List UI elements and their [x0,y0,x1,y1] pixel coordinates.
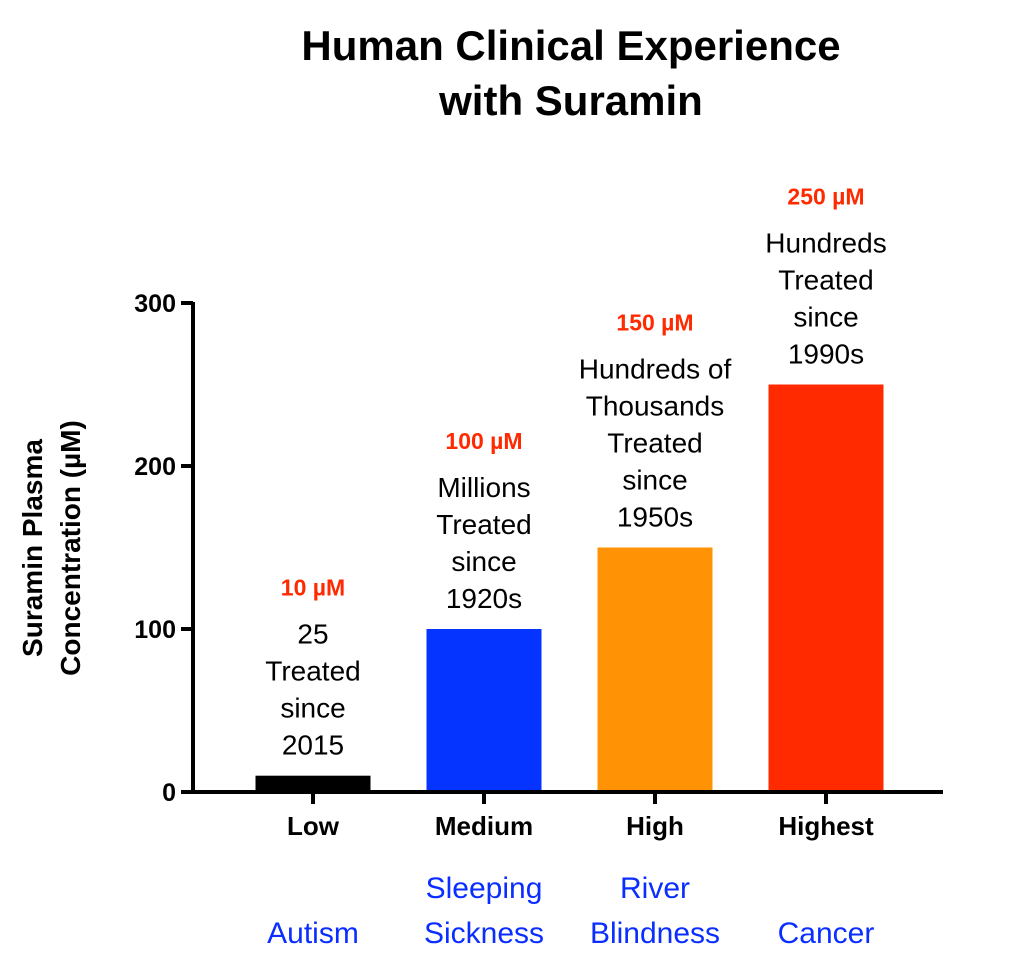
y-tick-label: 100 [134,616,176,644]
bar-annotation: 2015 [282,730,344,761]
bar-highest [768,384,884,792]
bar-annotation: Thousands [586,391,725,422]
disease-label: Sickness [424,917,544,950]
chart-title: with Suramin [438,77,703,124]
value-label: 100 µM [445,428,522,454]
y-tick-label: 200 [134,453,176,481]
x-tick-label: High [626,811,684,841]
bar-annotation: Treated [778,265,873,296]
disease-label: Autism [267,917,359,950]
value-label: 10 µM [281,575,345,601]
x-tick-label: Low [287,811,340,841]
bar-annotation: 25 [297,619,328,650]
x-tick-label: Medium [435,811,533,841]
disease-label: Cancer [778,917,875,950]
disease-label: River [620,872,690,905]
bar-annotation: since [280,693,345,724]
bar-annotation: Hundreds of [579,354,732,385]
y-axis-label: Suramin Plasma [17,439,48,657]
bar-low [255,775,371,792]
bar-annotation: since [793,302,858,333]
bar-annotation: 1920s [446,583,522,614]
bar-medium [426,629,542,792]
bar-annotation: Millions [437,472,530,503]
y-tick-label: 300 [134,290,176,318]
value-label: 150 µM [616,310,693,336]
bar-annotation: Hundreds [765,228,886,259]
bar-annotation: Treated [265,656,360,687]
value-label: 250 µM [787,184,864,210]
bar-annotation: 1990s [788,339,864,370]
y-tick-label: 0 [162,779,176,807]
bar-annotation: 1950s [617,502,693,533]
disease-label: Sleeping [426,872,543,905]
bar-annotation: since [451,546,516,577]
bar-annotation: since [622,465,687,496]
bar-annotation: Treated [436,509,531,540]
disease-label: Blindness [590,917,720,950]
chart-title: Human Clinical Experience [301,22,840,69]
x-tick-label: Highest [778,811,874,841]
bar-annotation: Treated [607,428,702,459]
bar-high [597,547,713,792]
y-axis-label: Concentration (µM) [55,420,86,676]
